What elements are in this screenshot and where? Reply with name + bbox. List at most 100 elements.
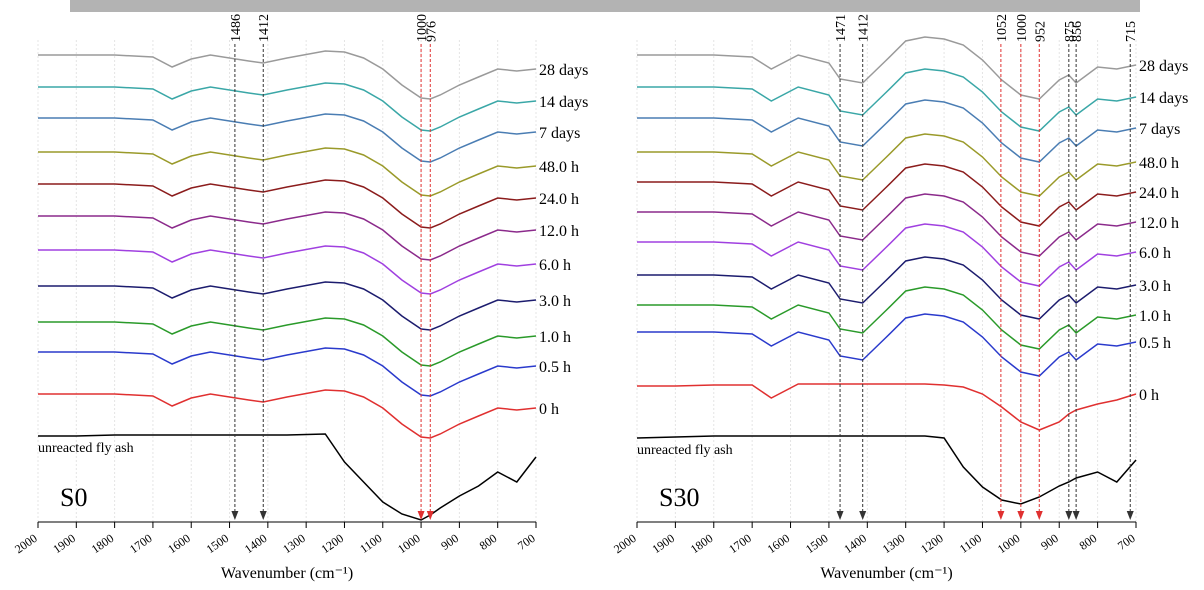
- marker-arrow: [426, 511, 434, 520]
- marker-arrow: [1126, 511, 1134, 520]
- series-label: 14 days: [539, 94, 588, 111]
- spectrum-line: [38, 113, 537, 163]
- spectrum-line: [637, 223, 1137, 287]
- spectrum-line: [637, 193, 1137, 257]
- spectrum-line: [38, 389, 537, 439]
- x-tick-label: 1200: [318, 531, 346, 556]
- series-label: 28 days: [1139, 58, 1188, 75]
- spectrum-line: [637, 68, 1137, 132]
- spectrum-line: [38, 147, 537, 197]
- x-tick-label: 900: [438, 531, 461, 553]
- marker-arrow: [1072, 511, 1080, 520]
- x-tick-label: 900: [1038, 531, 1061, 553]
- series-label: 0 h: [1139, 387, 1159, 404]
- x-tick-label: 1200: [918, 531, 946, 556]
- x-tick-label: 1000: [395, 531, 423, 556]
- series-label: 0 h: [539, 401, 559, 418]
- x-tick-label: 2000: [12, 531, 40, 556]
- spectrum-line: [38, 211, 537, 261]
- series-label: 1.0 h: [1139, 308, 1171, 325]
- series-label: 7 days: [539, 125, 580, 142]
- marker-arrow: [836, 511, 844, 520]
- marker-label: 856: [1070, 21, 1085, 42]
- series-label: 12.0 h: [1139, 215, 1179, 232]
- marker-label: 1471: [834, 14, 849, 42]
- spectrum-line: [637, 36, 1137, 100]
- marker-label: 1412: [257, 14, 272, 42]
- x-tick-label: 1300: [880, 531, 908, 556]
- x-tick-label: 800: [1077, 531, 1100, 553]
- series-label: 12.0 h: [539, 223, 579, 240]
- spectrum-line: [38, 281, 537, 331]
- series-label: 6.0 h: [1139, 245, 1171, 262]
- series-label: 24.0 h: [1139, 185, 1179, 202]
- marker-label: 1052: [995, 14, 1010, 42]
- x-tick-label: 1000: [995, 531, 1023, 556]
- marker-label: 976: [424, 21, 439, 42]
- x-tick-label: 1700: [726, 531, 754, 556]
- marker-label: 1000: [1015, 14, 1030, 42]
- spectrum-line: [636, 435, 1137, 505]
- series-label: 48.0 h: [1139, 155, 1179, 172]
- x-tick-label: 1900: [50, 531, 78, 556]
- marker-label: 1486: [229, 14, 244, 42]
- series-label: 7 days: [1139, 121, 1180, 138]
- x-tick-label: 1600: [165, 531, 193, 556]
- spectrum-line: [38, 347, 537, 397]
- x-tick-label: 1700: [127, 531, 155, 556]
- series-label: 24.0 h: [539, 191, 579, 208]
- series-label: 3.0 h: [1139, 278, 1171, 295]
- panel-title: S0: [60, 483, 87, 512]
- series-label: 48.0 h: [539, 159, 579, 176]
- spectrum-line: [637, 286, 1137, 350]
- marker-arrow: [231, 511, 239, 520]
- marker-label: 875: [1063, 21, 1078, 42]
- x-tick-label: 1300: [280, 531, 308, 556]
- spectrum-line: [38, 245, 537, 295]
- x-tick-label: 1400: [841, 531, 869, 556]
- marker-arrow: [259, 511, 267, 520]
- x-axis-title: Wavenumber (cm⁻¹): [221, 565, 353, 582]
- panel-title: S30: [659, 483, 699, 512]
- marker-arrow: [1065, 511, 1073, 520]
- spectrum-line: [38, 179, 537, 229]
- x-tick-label: 1900: [649, 531, 677, 556]
- marker-label: 1000: [415, 14, 430, 42]
- series-label: 3.0 h: [539, 293, 571, 310]
- series-label: 1.0 h: [539, 329, 571, 346]
- x-tick-label: 1100: [357, 531, 384, 556]
- series-label: 28 days: [539, 62, 588, 79]
- spectrum-line: [38, 317, 537, 367]
- spectrum-line: [637, 256, 1137, 320]
- series-label: unreacted fly ash: [38, 441, 134, 456]
- series-label: 6.0 h: [539, 257, 571, 274]
- marker-arrow: [417, 511, 425, 520]
- x-tick-label: 1500: [204, 531, 232, 556]
- top-bar: [70, 0, 1140, 12]
- x-tick-label: 1400: [242, 531, 270, 556]
- x-tick-label: 700: [515, 531, 538, 553]
- series-label: unreacted fly ash: [637, 443, 733, 458]
- spectrum-line: [637, 133, 1137, 197]
- x-tick-label: 800: [477, 531, 500, 553]
- marker-label: 715: [1124, 21, 1139, 42]
- series-label: 0.5 h: [1139, 335, 1171, 352]
- marker-label: 1412: [857, 14, 872, 42]
- marker-arrow: [1017, 511, 1025, 520]
- x-tick-label: 700: [1115, 531, 1138, 553]
- x-tick-label: 1500: [803, 531, 831, 556]
- x-tick-label: 2000: [611, 531, 639, 556]
- spectrum-line: [38, 433, 537, 521]
- spectrum-line: [637, 313, 1137, 377]
- marker-arrow: [997, 511, 1005, 520]
- marker-label: 952: [1033, 21, 1048, 42]
- spectrum-line: [637, 99, 1137, 163]
- x-tick-label: 1100: [957, 531, 984, 556]
- x-tick-label: 1800: [688, 531, 716, 556]
- spectrum-line: [38, 50, 537, 100]
- marker-arrow: [859, 511, 867, 520]
- spectrum-line: [38, 82, 537, 132]
- spectrum-line: [637, 383, 1137, 431]
- marker-arrow: [1035, 511, 1043, 520]
